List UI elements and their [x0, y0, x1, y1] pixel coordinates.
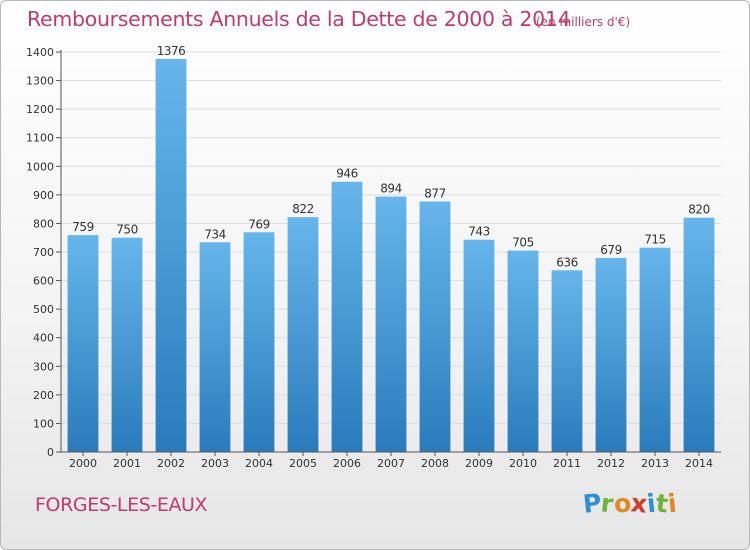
y-tick-label: 500: [33, 303, 54, 316]
bar-2001: [111, 237, 143, 452]
bars: [67, 58, 715, 452]
x-tick-label: 2004: [245, 457, 273, 470]
y-tick-label: 400: [33, 332, 54, 345]
logo-letter: i: [666, 488, 678, 519]
y-tick-label: 900: [33, 189, 54, 202]
data-label: 750: [116, 223, 137, 237]
x-axis: 2000 2001 2002 2003 2004 2005 2006 2007 2008 2009…: [61, 451, 721, 470]
y-tick-label: 1200: [26, 103, 54, 116]
x-tick-label: 2001: [113, 457, 141, 470]
chart-title: Remboursements Annuels de la Dette de 20…: [27, 7, 571, 31]
x-tick-label: 2009: [465, 457, 493, 470]
data-label: 759: [72, 220, 93, 234]
bar-2013: [639, 247, 671, 452]
data-label: 734: [204, 227, 225, 241]
bar-2003: [199, 242, 231, 452]
y-axis: 0 100 200 300 400 500 600 700 800 900 1000 1100 1200…: [26, 46, 62, 459]
x-tick-label: 2000: [69, 457, 97, 470]
data-label: 946: [336, 167, 357, 181]
bar-2002: [155, 58, 187, 452]
data-label: 1376: [157, 44, 186, 58]
y-tick-label: 0: [47, 446, 54, 459]
bar-2008: [419, 201, 451, 452]
bar-2014: [683, 217, 715, 452]
x-tick-label: 2008: [421, 457, 449, 470]
proxiti-logo: Proxiti: [582, 488, 678, 519]
x-tick-label: 2010: [509, 457, 537, 470]
x-tick-label: 2003: [201, 457, 229, 470]
x-tick-label: 2005: [289, 457, 317, 470]
y-tick-label: 1100: [26, 132, 54, 145]
y-tick-label: 700: [33, 246, 54, 259]
bar-2000: [67, 235, 99, 452]
x-tick-label: 2013: [641, 457, 669, 470]
data-label: 743: [468, 225, 489, 239]
data-label: 679: [600, 243, 621, 257]
data-label: 820: [688, 203, 709, 217]
chart-subtitle: (en milliers d'€): [536, 15, 631, 29]
bar-2007: [375, 196, 407, 452]
data-label: 769: [248, 217, 269, 231]
commune-name: FORGES-LES-EAUX: [35, 494, 208, 516]
bar-2009: [463, 239, 495, 452]
bar-2004: [243, 232, 275, 452]
data-labels: 759 750 1376 734 769 822 946 894 877 743 705 636 679…: [72, 44, 710, 269]
x-tick-label: 2007: [377, 457, 405, 470]
x-tick-label: 2014: [685, 457, 713, 470]
y-tick-label: 1000: [26, 160, 54, 173]
data-label: 636: [556, 255, 577, 269]
data-label: 705: [512, 236, 533, 250]
bar-2011: [551, 270, 583, 452]
y-tick-label: 1400: [26, 46, 54, 59]
data-label: 894: [380, 182, 401, 196]
y-tick-label: 300: [33, 360, 54, 373]
x-tick-label: 2012: [597, 457, 625, 470]
data-label: 822: [292, 202, 313, 216]
y-tick-label: 100: [33, 417, 54, 430]
x-tick-label: 2011: [553, 457, 581, 470]
y-tick-label: 200: [33, 389, 54, 402]
y-tick-label: 1300: [26, 75, 54, 88]
x-tick-label: 2002: [157, 457, 185, 470]
bar-2012: [595, 258, 627, 452]
bar-2010: [507, 250, 539, 452]
x-tick-label: 2006: [333, 457, 361, 470]
bar-2006: [331, 181, 363, 452]
y-tick-label: 600: [33, 275, 54, 288]
bar-2005: [287, 217, 319, 452]
data-label: 715: [644, 233, 665, 247]
y-tick-label: 800: [33, 217, 54, 230]
data-label: 877: [424, 186, 445, 200]
